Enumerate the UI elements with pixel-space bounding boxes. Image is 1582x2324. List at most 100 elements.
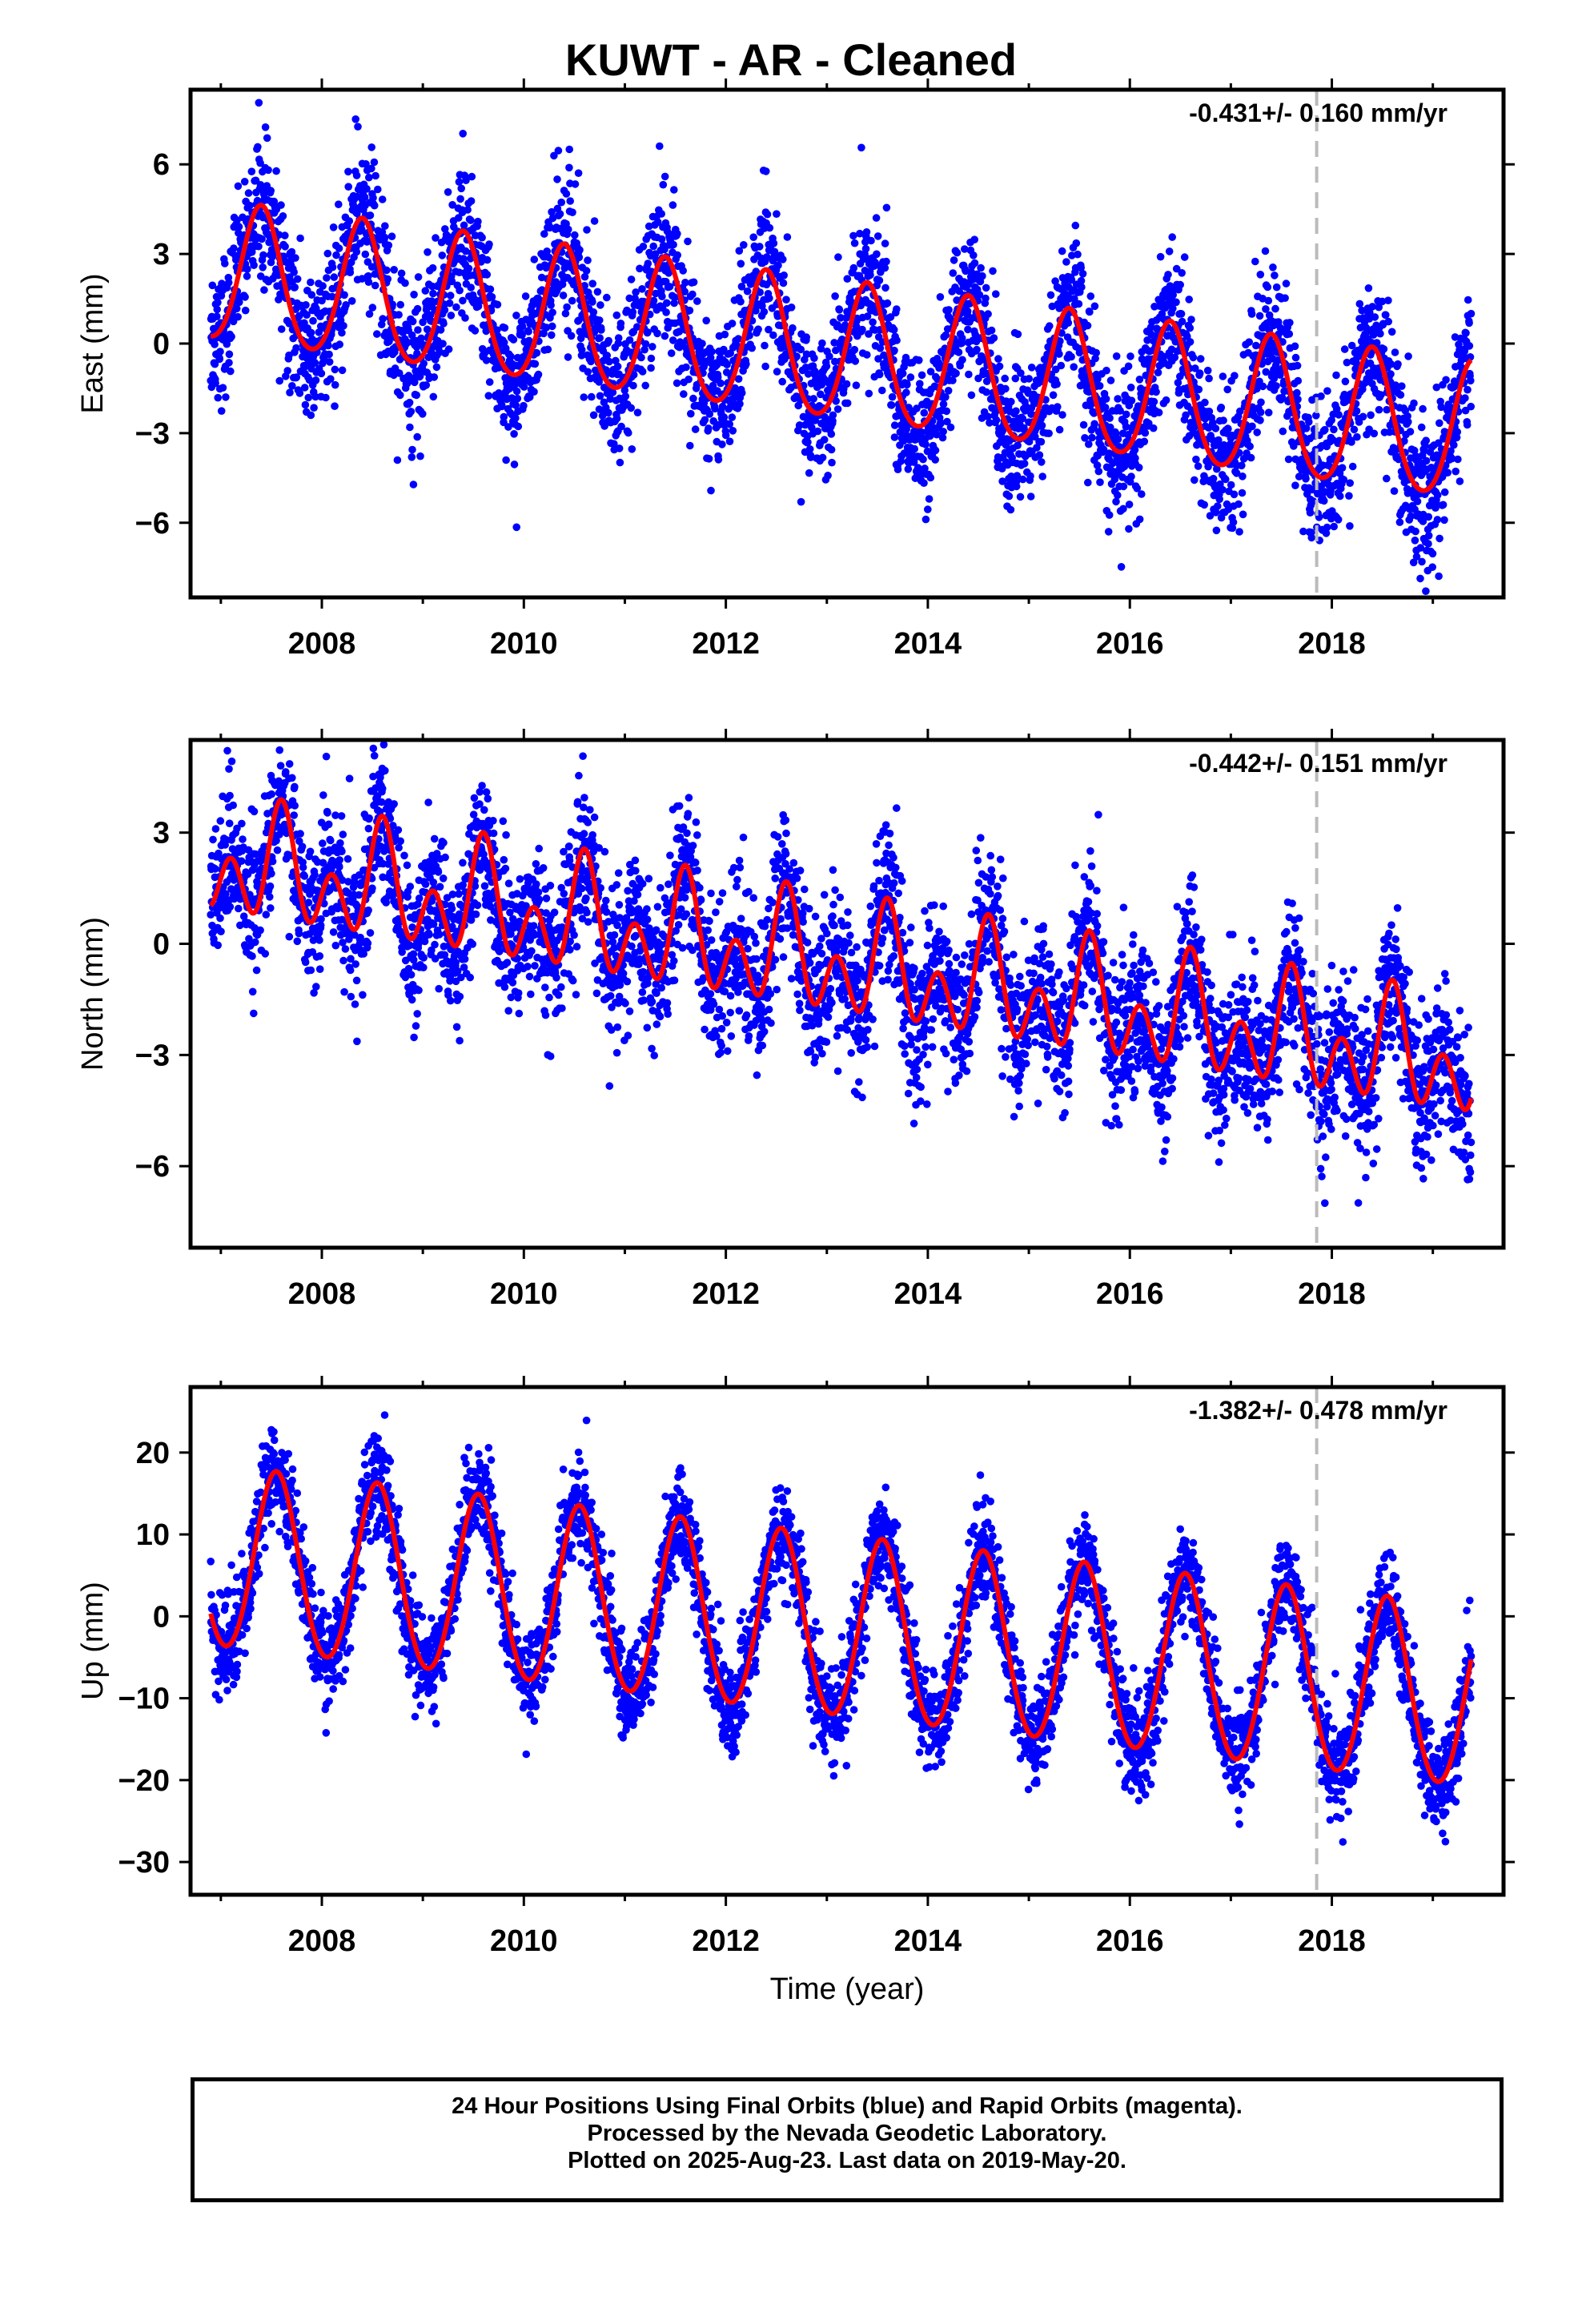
- data-point: [213, 305, 222, 314]
- data-point: [1214, 502, 1222, 510]
- data-point: [568, 296, 576, 305]
- data-point: [686, 441, 694, 450]
- data-point: [306, 847, 315, 856]
- data-point: [1282, 279, 1291, 287]
- data-point: [311, 392, 319, 401]
- data-point: [1112, 497, 1120, 506]
- data-point: [887, 401, 896, 409]
- data-point: [209, 835, 217, 844]
- data-point: [681, 279, 689, 287]
- data-point: [1307, 533, 1315, 542]
- data-point: [944, 387, 953, 395]
- data-point: [737, 297, 745, 306]
- data-point: [1014, 330, 1022, 339]
- data-point: [893, 305, 901, 313]
- data-point: [366, 929, 375, 937]
- data-point: [393, 456, 402, 464]
- data-point: [248, 952, 256, 960]
- y-tick-label: 6: [153, 148, 170, 182]
- data-point: [261, 123, 270, 131]
- data-point: [1435, 572, 1443, 581]
- data-point: [919, 455, 927, 464]
- data-point: [867, 236, 875, 245]
- data-point: [584, 368, 592, 376]
- data-point: [223, 340, 231, 348]
- data-point: [462, 176, 470, 184]
- data-point: [628, 308, 637, 316]
- data-point: [1037, 437, 1046, 446]
- data-point: [1096, 478, 1104, 486]
- data-point: [1092, 348, 1100, 357]
- data-point: [509, 336, 518, 344]
- data-point: [301, 958, 310, 967]
- data-point: [216, 348, 224, 356]
- data-point: [990, 334, 998, 342]
- data-point: [250, 261, 258, 270]
- data-point: [1222, 475, 1230, 484]
- data-point: [364, 824, 373, 833]
- data-point: [644, 222, 653, 231]
- data-point: [276, 762, 285, 770]
- data-point: [1465, 342, 1474, 350]
- data-point: [1379, 345, 1388, 353]
- data-point: [873, 232, 882, 240]
- data-point: [723, 360, 731, 369]
- data-point: [363, 238, 371, 246]
- data-point: [1194, 462, 1203, 470]
- data-point: [1286, 319, 1294, 327]
- data-point: [300, 384, 309, 392]
- data-point: [460, 255, 468, 263]
- data-point: [856, 229, 864, 238]
- data-point: [862, 228, 871, 236]
- data-point: [942, 331, 950, 340]
- data-point: [705, 455, 713, 463]
- data-point: [526, 393, 534, 401]
- data-point: [324, 820, 333, 829]
- data-point: [954, 348, 963, 356]
- data-point: [1114, 395, 1122, 403]
- data-point: [1017, 369, 1025, 377]
- data-point: [881, 239, 889, 247]
- data-point: [233, 216, 241, 224]
- data-point: [363, 185, 371, 193]
- data-point: [307, 291, 316, 300]
- data-point: [881, 283, 889, 292]
- data-point: [797, 497, 805, 506]
- data-point: [829, 416, 837, 425]
- data-point: [1078, 270, 1087, 278]
- data-point: [345, 774, 354, 782]
- data-point: [273, 846, 282, 854]
- data-point: [309, 316, 317, 325]
- data-point: [590, 217, 599, 225]
- data-point: [291, 254, 299, 262]
- data-point: [323, 249, 332, 258]
- data-point: [1271, 304, 1279, 313]
- data-point: [1454, 455, 1462, 464]
- data-point: [438, 251, 447, 259]
- data-point: [1291, 353, 1300, 362]
- data-point: [1048, 302, 1057, 311]
- data-point: [850, 345, 859, 354]
- data-point: [1102, 366, 1110, 375]
- data-point: [1229, 518, 1238, 526]
- data-point: [1390, 487, 1399, 495]
- data-point: [627, 275, 636, 283]
- data-point: [396, 300, 405, 309]
- data-point: [1045, 429, 1053, 437]
- data-point: [339, 956, 347, 965]
- data-point: [596, 334, 604, 342]
- data-point: [1456, 477, 1464, 485]
- data-point: [956, 361, 964, 370]
- data-point: [1026, 493, 1035, 501]
- data-point: [1165, 247, 1174, 255]
- data-point: [365, 814, 373, 822]
- data-point: [483, 271, 492, 279]
- data-point: [802, 350, 811, 359]
- data-point: [1371, 313, 1379, 321]
- data-point: [467, 283, 475, 292]
- y-tick-label: 0: [153, 328, 170, 361]
- data-point: [1079, 420, 1088, 429]
- data-point: [673, 379, 681, 388]
- data-point: [1064, 319, 1073, 328]
